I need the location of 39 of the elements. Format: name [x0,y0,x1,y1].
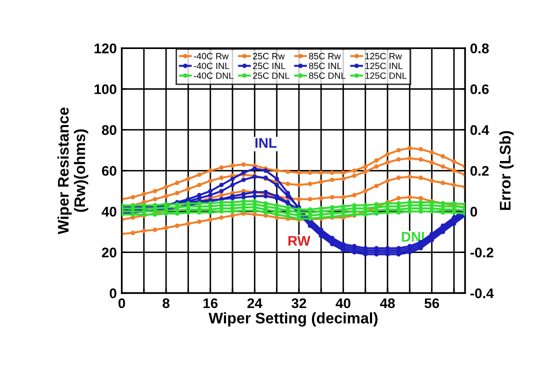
legend-label: 125C DNL [365,72,407,79]
y2-tick-label: -0.2 [470,248,494,258]
y-tick-label: 100 [94,84,116,94]
y2-tick-label: 0.8 [470,44,489,54]
y-tick-label: 20 [102,248,116,258]
y-tick-label: 0 [110,288,116,298]
legend-label: 85C Rw [309,52,341,60]
annotation: RW [288,236,310,246]
x-axis-title: Wiper Setting (decimal) [208,312,378,327]
y2-tick-label: 0.2 [470,166,489,176]
legend-label: 25C DNL [253,72,290,79]
y2-tick-label: 0 [470,206,478,217]
y2-tick-label: 0.6 [470,84,489,94]
legend-label: -40C DNL [194,72,234,79]
legend-label: -40C INL [194,62,230,70]
legend-label: 25C Rw [253,52,285,60]
annotation: INL [255,138,276,148]
x-tick-label: 16 [204,298,218,308]
x-tick-label: 24 [247,298,262,308]
y-tick-label: 40 [102,206,116,217]
y2-tick-label: -0.4 [470,288,494,298]
legend-label: 125C INL [365,62,403,70]
y-tick-label: 80 [102,125,116,135]
x-tick-label: 0 [118,298,126,308]
y-tick-label: 60 [102,166,116,176]
legend-label: 125C Rw [365,52,402,60]
legend-label: 85C DNL [309,72,346,79]
x-tick-label: 48 [380,298,395,308]
y2-tick-label: 0.4 [470,125,490,135]
legend-label: 25C INL [253,62,286,70]
legend-label: 85C INL [309,62,342,70]
x-tick-label: 40 [336,298,350,308]
legend-label: -40C Rw [194,52,229,60]
x-tick-label: 8 [162,298,170,308]
y-axis-title: Wiper Resistance (Rw)(ohms) [57,108,88,234]
x-tick-label: 56 [424,298,440,308]
x-tick-label: 32 [292,298,306,308]
y-tick-label: 120 [94,44,116,54]
y2-axis-title: Error (LSb) [499,131,514,210]
